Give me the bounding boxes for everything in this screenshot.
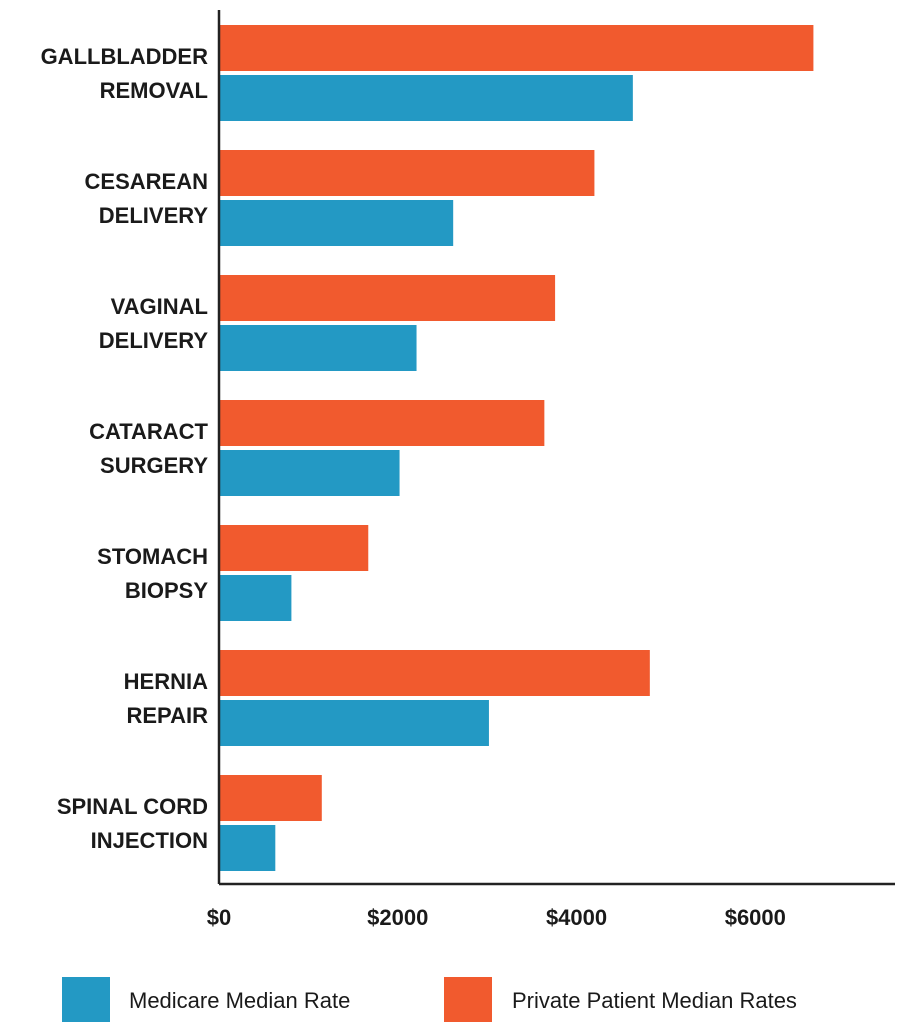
medicare-bar-1 bbox=[219, 200, 454, 246]
medicare-bar-3 bbox=[219, 450, 400, 496]
private-bar-3 bbox=[219, 400, 545, 446]
category-label-0-1: REMOVAL bbox=[100, 78, 208, 103]
category-label-5-1: REPAIR bbox=[127, 703, 209, 728]
medicare-bar-0 bbox=[219, 75, 633, 121]
category-label-2-1: DELIVERY bbox=[99, 328, 209, 353]
legend-label-1: Private Patient Median Rates bbox=[512, 988, 797, 1013]
x-tick-labels: $0 $2000 $4000 $6000 bbox=[207, 905, 786, 930]
category-label-1-1: DELIVERY bbox=[99, 203, 209, 228]
category-label-3-0: CATARACT bbox=[89, 419, 208, 444]
legend: Medicare Median Rate Private Patient Medi… bbox=[62, 977, 797, 1022]
category-labels: GALLBLADDER REMOVAL CESAREAN DELIVERY VAGINA… bbox=[41, 44, 209, 853]
x-tick-label-2: $4000 bbox=[546, 905, 607, 930]
x-tick-label-0: $0 bbox=[207, 905, 231, 930]
x-tick-label-3: $6000 bbox=[725, 905, 786, 930]
private-bar-4 bbox=[219, 525, 369, 571]
category-label-0-0: GALLBLADDER bbox=[41, 44, 209, 69]
legend-swatch-0 bbox=[62, 977, 110, 1022]
medicare-bar-5 bbox=[219, 700, 489, 746]
bars-group bbox=[219, 25, 814, 871]
category-label-2-0: VAGINAL bbox=[111, 294, 208, 319]
category-label-3-1: SURGERY bbox=[100, 453, 208, 478]
private-bar-0 bbox=[219, 25, 814, 71]
private-bar-5 bbox=[219, 650, 650, 696]
legend-label-0: Medicare Median Rate bbox=[129, 988, 350, 1013]
private-bar-6 bbox=[219, 775, 322, 821]
category-label-6-0: SPINAL CORD bbox=[57, 794, 208, 819]
category-label-4-1: BIOPSY bbox=[125, 578, 208, 603]
category-label-5-0: HERNIA bbox=[124, 669, 208, 694]
category-label-1-0: CESAREAN bbox=[85, 169, 208, 194]
legend-swatch-1 bbox=[444, 977, 492, 1022]
private-bar-1 bbox=[219, 150, 595, 196]
private-bar-2 bbox=[219, 275, 556, 321]
medicare-bar-4 bbox=[219, 575, 292, 621]
medicare-bar-6 bbox=[219, 825, 276, 871]
category-label-4-0: STOMACH bbox=[97, 544, 208, 569]
category-label-6-1: INJECTION bbox=[91, 828, 208, 853]
x-tick-label-1: $2000 bbox=[367, 905, 428, 930]
medicare-bar-2 bbox=[219, 325, 417, 371]
